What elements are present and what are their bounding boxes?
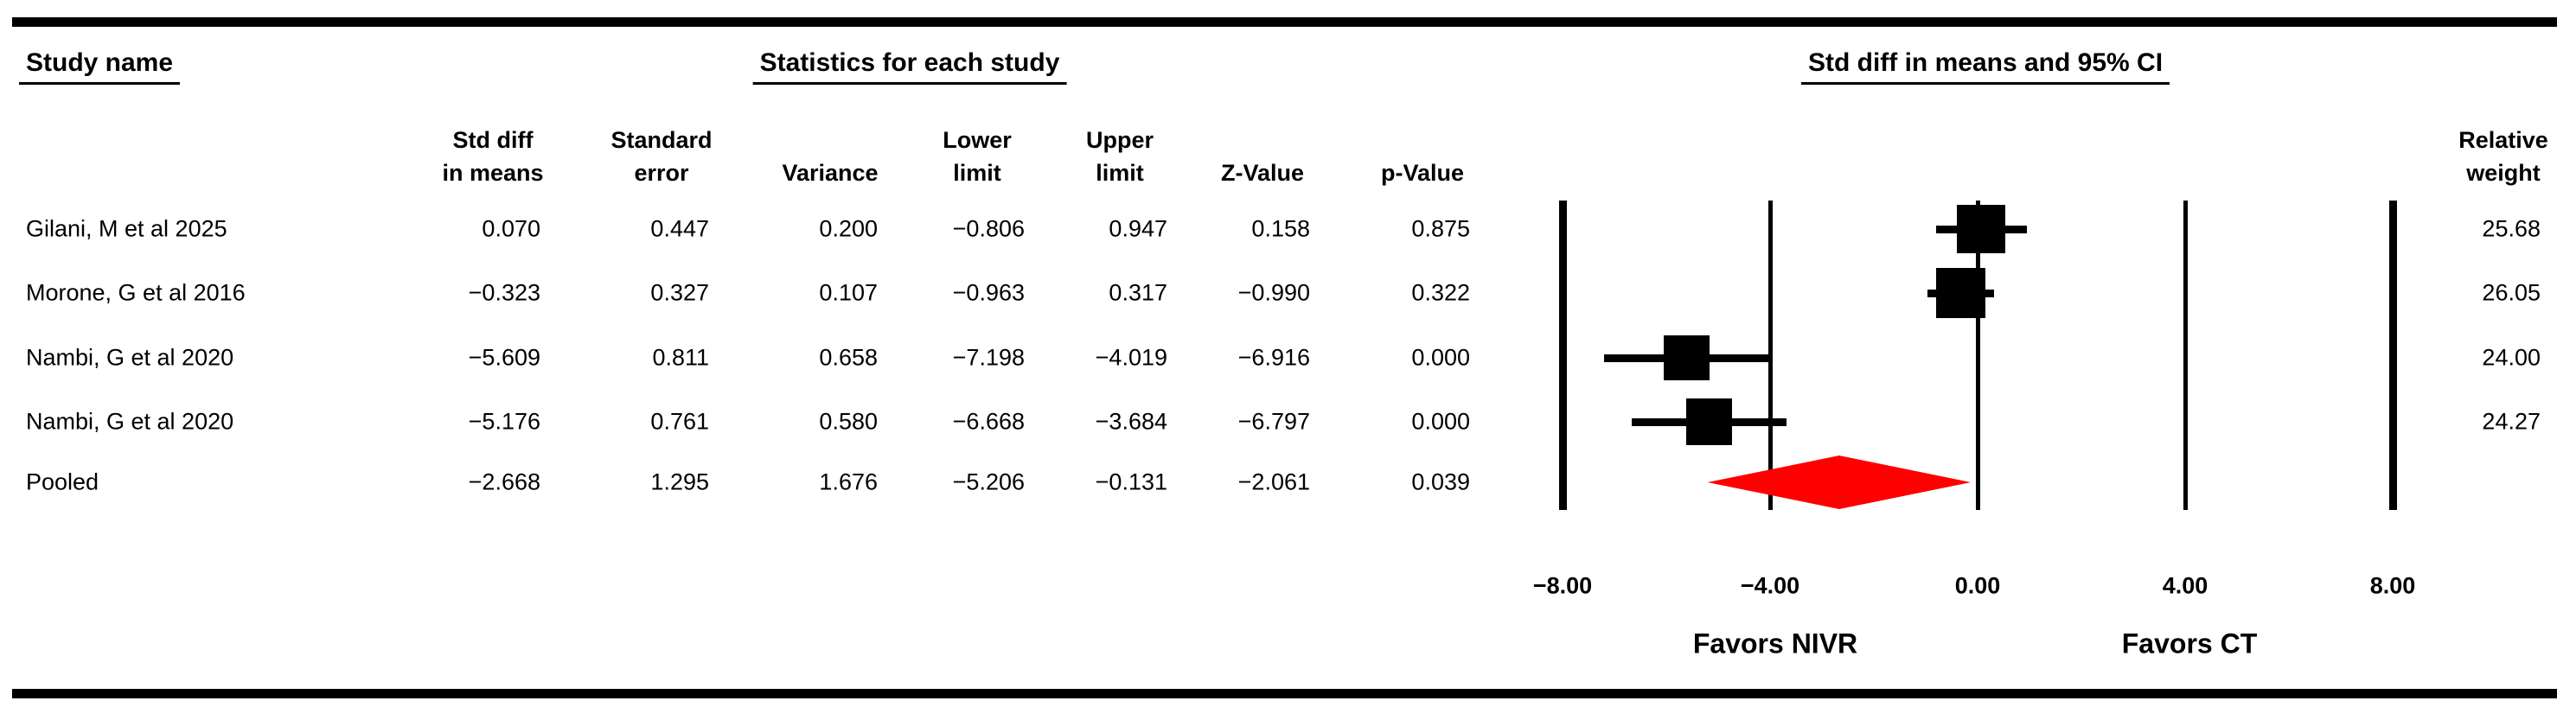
stat-cell: 0.070 bbox=[482, 215, 540, 242]
stat-cell: −3.684 bbox=[1095, 408, 1167, 435]
plot-header: Std diff in means and 95% CI bbox=[1800, 48, 2170, 85]
stat-cell: 0.875 bbox=[1411, 215, 1470, 242]
stat-cell: 0.317 bbox=[1109, 279, 1167, 306]
stat-column-header: Upper limit bbox=[1085, 127, 1154, 186]
stat-cell: 0.327 bbox=[650, 279, 709, 306]
stat-cell: 0.580 bbox=[819, 408, 878, 435]
stat-cell: −5.206 bbox=[952, 468, 1025, 495]
axis-gridline bbox=[1975, 201, 1980, 510]
study-name: Nambi, G et al 2020 bbox=[26, 344, 234, 371]
axis-gridline bbox=[2183, 201, 2188, 510]
axis-gridline bbox=[1767, 201, 1773, 510]
study-name: Morone, G et al 2016 bbox=[26, 279, 246, 306]
relative-weight-header-line1: Relative bbox=[2458, 127, 2548, 153]
stat-cell: −6.668 bbox=[952, 408, 1025, 435]
study-point-square bbox=[1685, 398, 1733, 445]
study-point-square bbox=[1956, 204, 2006, 254]
stat-cell: 0.658 bbox=[819, 344, 878, 371]
stat-cell: −0.131 bbox=[1095, 468, 1167, 495]
stat-cell: 0.158 bbox=[1251, 215, 1310, 242]
study-point-square bbox=[1664, 335, 1710, 381]
bottom-rule bbox=[12, 689, 2557, 698]
stat-cell: 0.107 bbox=[819, 279, 878, 306]
stat-cell: 1.295 bbox=[650, 468, 709, 495]
stat-cell: 0.039 bbox=[1411, 468, 1470, 495]
stat-cell: −7.198 bbox=[952, 344, 1025, 371]
axis-tick-label: 4.00 bbox=[2162, 572, 2208, 599]
stat-cell: −0.963 bbox=[952, 279, 1025, 306]
study-name: Pooled bbox=[26, 468, 99, 495]
study-name: Gilani, M et al 2025 bbox=[26, 215, 227, 242]
relative-weight-value: 24.27 bbox=[2482, 408, 2541, 435]
study-name: Nambi, G et al 2020 bbox=[26, 408, 234, 435]
stat-cell: −6.797 bbox=[1237, 408, 1310, 435]
favors-right-label: Favors CT bbox=[2121, 628, 2258, 659]
study-point-square bbox=[1935, 268, 1986, 318]
axis-gridline bbox=[1558, 201, 1567, 510]
axis-tick-label: −8.00 bbox=[1532, 572, 1593, 599]
axis-tick-label: −4.00 bbox=[1740, 572, 1800, 599]
stat-column-header: p-Value bbox=[1380, 160, 1465, 186]
stat-cell: −2.061 bbox=[1237, 468, 1310, 495]
statistics-header: Statistics for each study bbox=[752, 48, 1067, 85]
stat-cell: −4.019 bbox=[1095, 344, 1167, 371]
relative-weight-header: Relative weight bbox=[2458, 124, 2548, 189]
stat-cell: −0.806 bbox=[952, 215, 1025, 242]
stat-column-header: Std diff in means bbox=[442, 127, 544, 186]
axis-tick-label: 8.00 bbox=[2369, 572, 2416, 599]
stat-cell: −5.176 bbox=[468, 408, 540, 435]
stat-cell: −6.916 bbox=[1237, 344, 1310, 371]
stat-cell: −5.609 bbox=[468, 344, 540, 371]
stat-cell: 0.000 bbox=[1411, 408, 1470, 435]
stat-cell: −0.990 bbox=[1237, 279, 1310, 306]
relative-weight-value: 26.05 bbox=[2482, 279, 2541, 306]
pooled-diamond bbox=[1707, 456, 1972, 509]
relative-weight-value: 25.68 bbox=[2482, 215, 2541, 242]
stat-cell: −2.668 bbox=[468, 468, 540, 495]
study-name-header: Study name bbox=[19, 48, 181, 85]
stat-cell: 0.200 bbox=[819, 215, 878, 242]
stat-column-header: Variance bbox=[782, 160, 879, 186]
stat-column-header: Lower limit bbox=[943, 127, 1012, 186]
relative-weight-header-line2: weight bbox=[2466, 160, 2541, 186]
stat-cell: 0.811 bbox=[652, 344, 709, 371]
stat-cell: 0.947 bbox=[1109, 215, 1167, 242]
stat-column-header: Standard error bbox=[610, 127, 713, 186]
stat-cell: 0.000 bbox=[1411, 344, 1470, 371]
stat-cell: 0.322 bbox=[1411, 279, 1470, 306]
stat-cell: 0.447 bbox=[650, 215, 709, 242]
relative-weight-value: 24.00 bbox=[2482, 344, 2541, 371]
stat-cell: −0.323 bbox=[468, 279, 540, 306]
stat-cell: 1.676 bbox=[819, 468, 878, 495]
stat-cell: 0.761 bbox=[650, 408, 709, 435]
favors-left-label: Favors NIVR bbox=[1692, 628, 1858, 659]
top-rule bbox=[12, 17, 2557, 27]
axis-tick-label: 0.00 bbox=[1954, 572, 2001, 599]
stat-column-header: Z-Value bbox=[1220, 160, 1305, 186]
axis-gridline bbox=[2388, 201, 2397, 510]
